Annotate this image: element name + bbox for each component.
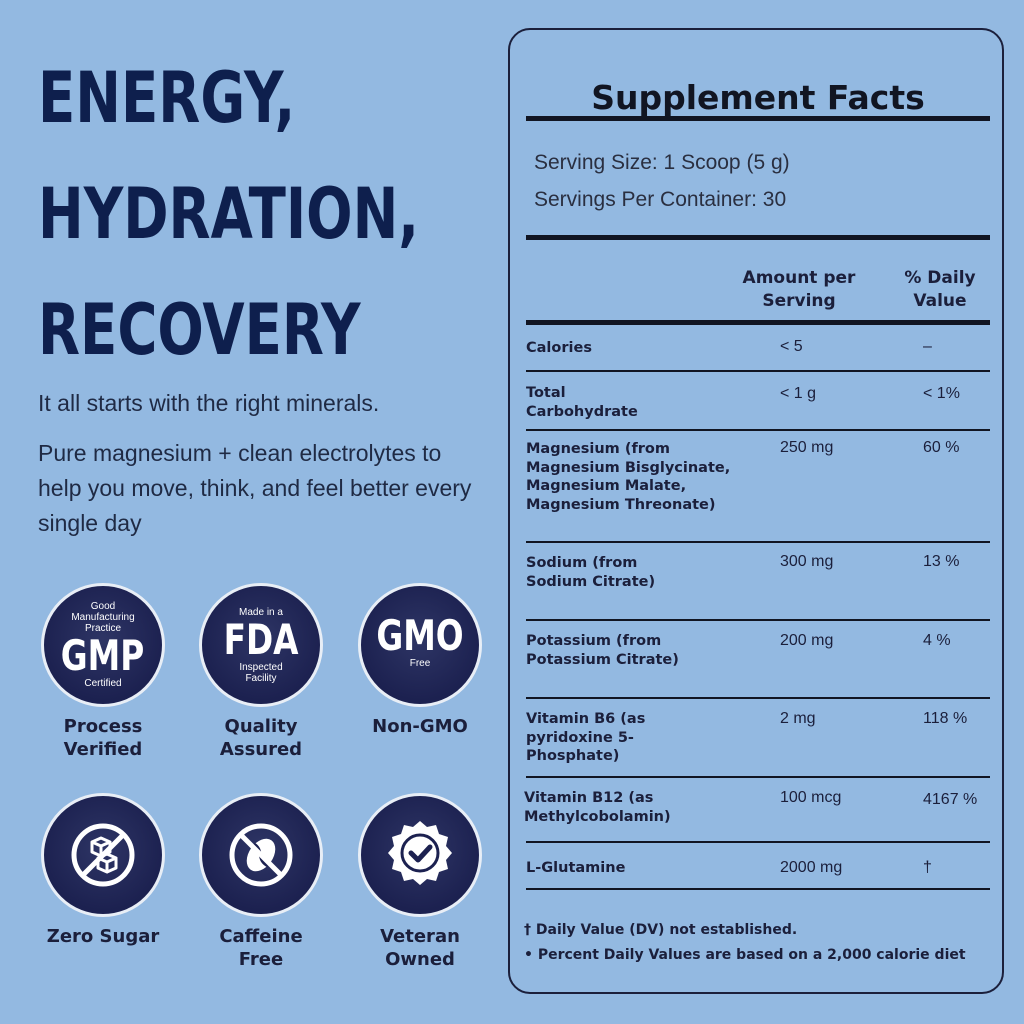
nutrient-daily-value: 4 %	[923, 632, 951, 649]
badge-gmo: GMO Free Non-GMO	[355, 583, 485, 738]
nutrient-amount: 100 mcg	[780, 789, 842, 806]
nutrient-daily-value: 118 %	[923, 710, 968, 727]
badge-caption: Quality Assured	[219, 716, 303, 760]
gmp-top-text: Good Manufacturing Practice	[71, 601, 135, 634]
badge-caption: Zero Sugar	[46, 926, 160, 947]
divider	[526, 429, 990, 431]
nutrient-label: Vitamin B12 (as Methylcobolamin)	[524, 790, 671, 825]
divider	[526, 541, 990, 543]
nutrient-daily-value: < 1%	[923, 385, 960, 402]
column-header-amount: Amount per Serving	[742, 268, 856, 311]
nutrient-label: Potassium (from Potassium Citrate)	[526, 633, 679, 668]
gmo-bottom-text: Free	[409, 657, 431, 669]
no-sugar-cubes-icon	[41, 793, 165, 917]
no-coffee-bean-icon	[199, 793, 323, 917]
gmp-seal-icon: Good Manufacturing Practice GMP Certifie…	[41, 583, 165, 707]
fda-big-text: FDA	[223, 614, 299, 664]
nutrient-label: Total Carbohydrate	[526, 385, 638, 420]
headline-line-2: HYDRATION,	[38, 173, 420, 255]
badge-caption: Caffeine Free	[219, 926, 303, 970]
divider	[526, 619, 990, 621]
nutrient-amount: 250 mg	[780, 439, 834, 456]
nutrient-daily-value: 60 %	[923, 439, 960, 456]
badge-zero-sugar: Zero Sugar	[38, 793, 168, 948]
subtext: Pure magnesium + clean electrolytes to h…	[38, 440, 472, 536]
nutrient-daily-value: †	[923, 859, 932, 876]
nutrient-label: Vitamin B6 (as pyridoxine 5-Phosphate)	[526, 711, 646, 764]
nutrient-amount: 2000 mg	[780, 859, 843, 876]
nutrient-amount: < 5	[780, 338, 803, 355]
nutrient-label: Calories	[526, 340, 592, 356]
divider	[526, 235, 990, 240]
fda-top-text: Made in a	[239, 606, 283, 618]
nutrient-daily-value: –	[923, 338, 932, 355]
nutrient-amount: < 1 g	[780, 385, 817, 402]
nutrient-amount: 2 mg	[780, 710, 816, 727]
badge-caption: Process Verified	[63, 716, 143, 760]
badge-caption: Veteran Owned	[380, 926, 460, 970]
nutrient-label: L-Glutamine	[526, 860, 626, 876]
badge-gmp: Good Manufacturing Practice GMP Certifie…	[38, 583, 168, 761]
column-header-daily-value: % Daily Value	[904, 268, 976, 311]
gmo-big-text: GMO	[376, 610, 464, 660]
divider	[526, 116, 990, 121]
gmo-free-seal-icon: GMO Free	[358, 583, 482, 707]
badge-caffeine-free: Caffeine Free	[196, 793, 326, 971]
nutrient-label: Magnesium (from Magnesium Bisglycinate, …	[526, 441, 731, 513]
checkmark-seal-icon	[358, 793, 482, 917]
divider	[526, 370, 990, 372]
divider	[526, 697, 990, 699]
supplement-facts-panel: Supplement Facts Serving Size: 1 Scoop (…	[508, 28, 1004, 994]
divider	[526, 841, 990, 843]
footnote-daily-values-basis: • Percent Daily Values are based on a 2,…	[524, 947, 966, 963]
divider	[526, 776, 990, 778]
nutrient-label: Sodium (from Sodium Citrate)	[526, 555, 656, 590]
divider	[526, 320, 990, 325]
fda-seal-icon: Made in a FDA Inspected Facility	[199, 583, 323, 707]
headline: ENERGY, HYDRATION, RECOVERY	[38, 40, 419, 388]
gmp-big-text: GMP	[61, 631, 145, 680]
badge-caption: Non-GMO	[372, 716, 468, 737]
supplement-facts-title: Supplement Facts	[591, 78, 925, 117]
nutrient-daily-value: 13 %	[923, 553, 960, 570]
nutrient-daily-value: 4167 %	[923, 791, 978, 808]
gmp-bottom-text: Certified	[84, 678, 122, 689]
serving-size: Serving Size: 1 Scoop (5 g)	[534, 151, 790, 174]
nutrient-amount: 200 mg	[780, 632, 834, 649]
divider	[526, 888, 990, 890]
headline-line-1: ENERGY,	[38, 57, 296, 139]
footnote-dv-not-established: † Daily Value (DV) not established.	[524, 922, 798, 938]
fda-bottom-text: Inspected Facility	[239, 661, 283, 684]
badge-veteran-owned: Veteran Owned	[355, 793, 485, 971]
headline-line-3: RECOVERY	[38, 289, 361, 371]
servings-per-container: Servings Per Container: 30	[534, 188, 787, 211]
badge-fda: Made in a FDA Inspected Facility Quality…	[196, 583, 326, 761]
tagline: It all starts with the right minerals.	[38, 390, 380, 416]
nutrient-amount: 300 mg	[780, 553, 834, 570]
